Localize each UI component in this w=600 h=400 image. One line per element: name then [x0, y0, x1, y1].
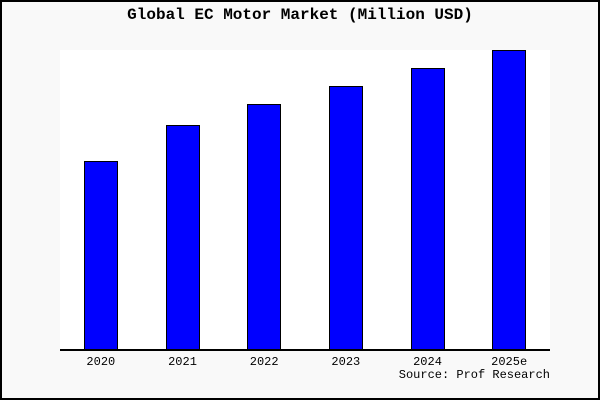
source-note: Source: Prof Research: [398, 368, 550, 382]
x-tick-label-2024: 2024: [413, 355, 442, 369]
x-tick-label-2022: 2022: [249, 355, 279, 369]
x-axis-labels: 2020 2021 2022 2023 2024 2025e: [60, 355, 550, 369]
x-tick-label-2025e: 2025e: [491, 355, 528, 369]
chart-title: Global EC Motor Market (Million USD): [127, 6, 473, 24]
x-tick-label-2020: 2020: [86, 355, 116, 369]
bar-2020: [83, 161, 118, 349]
plot-area: [60, 50, 550, 351]
x-tick-label-2023: 2023: [331, 355, 361, 369]
x-tick-label-2021: 2021: [168, 355, 197, 369]
bar-2022: [247, 104, 282, 349]
bar-2023: [328, 86, 363, 349]
bar-2024: [410, 68, 445, 349]
bar-2025e: [492, 50, 527, 349]
bar-2021: [165, 125, 200, 349]
